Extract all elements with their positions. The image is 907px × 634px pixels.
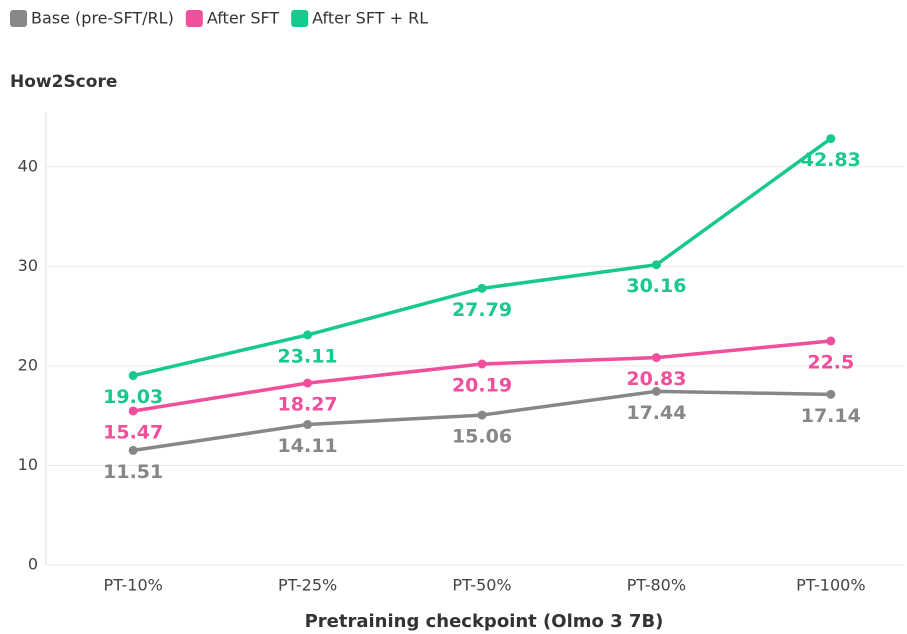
x-axis-title: Pretraining checkpoint (Olmo 3 7B) [305,611,664,632]
data-label: 22.5 [807,352,854,374]
data-label: 18.27 [278,394,338,416]
data-label: 15.47 [103,421,163,443]
data-label: 42.83 [801,149,861,171]
data-point [303,378,313,388]
data-label: 17.44 [626,402,686,424]
data-point [128,371,138,381]
x-tick-label: PT-50% [452,576,511,595]
legend-label: After SFT + RL [312,9,428,28]
data-point [826,134,836,144]
data-label: 23.11 [278,345,338,367]
legend-swatch [291,10,309,27]
data-point [651,386,661,396]
legend-label: Base (pre-SFT/RL) [31,9,174,28]
data-point [303,330,313,340]
legend-swatch [10,10,27,27]
data-point [651,260,661,270]
legend-label: After SFT [207,9,280,28]
data-point [477,410,487,420]
data-point [477,359,487,369]
data-label: 20.19 [452,374,512,396]
data-point [651,353,661,363]
data-point [303,420,313,430]
y-tick-label: 40 [18,156,38,175]
data-label: 20.83 [626,368,686,390]
data-point [826,336,836,346]
legend-swatch [185,10,203,27]
x-tick-label: PT-80% [627,576,686,595]
x-tick-label: PT-25% [278,576,337,595]
data-point [128,445,138,455]
series-line [132,137,832,378]
data-label: 17.14 [801,405,861,427]
data-label: 27.79 [452,299,512,321]
data-label: 30.16 [626,275,686,297]
y-tick-label: 0 [28,555,38,574]
data-label: 14.11 [278,435,338,457]
data-point [477,283,487,293]
x-tick-label: PT-100% [796,576,865,595]
data-label: 11.51 [103,461,163,483]
data-point [128,406,138,416]
x-tick-label: PT-10% [104,576,163,595]
y-axis-title: How2Score [10,72,117,92]
y-tick-label: 20 [18,355,38,374]
data-label: 19.03 [103,386,163,408]
data-label: 15.06 [452,426,512,448]
y-tick-label: 30 [18,256,38,275]
data-point [826,389,836,399]
y-tick-label: 10 [18,455,38,474]
